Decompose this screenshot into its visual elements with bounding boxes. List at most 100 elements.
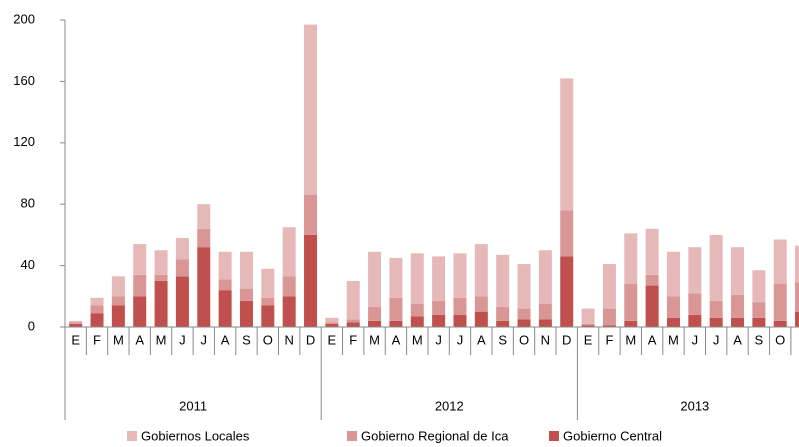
bar-segment <box>90 305 104 314</box>
bar-segment <box>346 319 360 323</box>
bar-segment <box>517 319 531 327</box>
bar-segment <box>581 323 595 326</box>
x-tick-label: M <box>113 332 124 347</box>
bar-segment <box>175 259 189 277</box>
bar-segment <box>133 274 147 297</box>
bar-segment <box>517 308 531 320</box>
x-tick-label: E <box>584 332 593 347</box>
bar-segment <box>304 194 318 235</box>
bar-segment <box>261 268 275 298</box>
x-tick-label: F <box>349 332 357 347</box>
x-tick-label: M <box>668 332 679 347</box>
bar-segment <box>368 320 382 327</box>
bar-segment <box>389 257 403 298</box>
x-tick-label: S <box>755 332 764 347</box>
bar-segment <box>666 251 680 297</box>
x-tick-label: M <box>625 332 636 347</box>
x-tick-label: E <box>328 332 337 347</box>
group-label: 2012 <box>435 398 464 413</box>
legend-swatch <box>549 431 559 441</box>
bar-segment <box>410 316 424 327</box>
bar-segment <box>752 270 766 303</box>
y-tick-label: 80 <box>21 196 35 211</box>
x-tick-label: A <box>221 332 230 347</box>
bar-segment <box>69 320 83 323</box>
bar-segment <box>154 274 168 281</box>
bar-segment <box>432 256 446 301</box>
bar-segment <box>560 210 574 257</box>
bar-segment <box>795 311 799 327</box>
bar-segment <box>282 276 296 297</box>
bar-segment <box>304 234 318 327</box>
bar-segment <box>304 24 318 195</box>
bar-segment <box>432 314 446 327</box>
bar-segment <box>197 228 211 248</box>
bar-segment <box>795 282 799 312</box>
bar-segment <box>602 308 616 326</box>
bar-segment <box>90 313 104 327</box>
x-tick-label: J <box>713 332 720 347</box>
bar-segment <box>602 264 616 309</box>
legend-swatch <box>127 431 137 441</box>
bar-segment <box>453 297 467 315</box>
bar-segment <box>709 317 723 327</box>
bar-segment <box>368 307 382 321</box>
bar-segment <box>795 245 799 283</box>
bar-segment <box>731 317 745 327</box>
bar-segment <box>111 296 125 306</box>
bar-segment <box>645 274 659 286</box>
bar-segment <box>410 253 424 304</box>
bar-segment <box>688 293 702 315</box>
x-tick-label: S <box>498 332 507 347</box>
bar-segment <box>581 308 595 324</box>
bar-segment <box>752 302 766 318</box>
x-tick-label: J <box>179 332 186 347</box>
bar-segment <box>624 284 638 321</box>
y-tick-label: 200 <box>13 11 35 26</box>
bar-segment <box>538 250 552 304</box>
bar-segment <box>346 280 360 320</box>
x-tick-label: J <box>201 332 208 347</box>
x-tick-label: F <box>605 332 613 347</box>
x-tick-label: O <box>263 332 273 347</box>
x-tick-label: M <box>156 332 167 347</box>
bar-segment <box>239 251 253 289</box>
bar-segment <box>154 280 168 327</box>
y-tick-label: 160 <box>13 73 35 88</box>
bar-segment <box>368 251 382 308</box>
bar-segment <box>731 294 745 318</box>
bar-segment <box>752 317 766 327</box>
bar-segment <box>474 244 488 297</box>
bar-segment <box>709 300 723 318</box>
x-tick-label: A <box>733 332 742 347</box>
group-label: 2011 <box>179 398 207 413</box>
x-tick-label: D <box>562 332 571 347</box>
bar-segment <box>111 305 125 327</box>
bar-segment <box>261 305 275 327</box>
bar-segment <box>538 303 552 320</box>
bar-segment <box>517 264 531 309</box>
bar-segment <box>197 204 211 229</box>
x-tick-label: N <box>541 332 550 347</box>
x-tick-label: J <box>692 332 699 347</box>
bar-segment <box>218 251 232 280</box>
bar-segment <box>218 279 232 291</box>
x-tick-label: E <box>71 332 80 347</box>
bar-segment <box>496 307 510 321</box>
bar-segment <box>175 276 189 327</box>
bar-segment <box>538 319 552 327</box>
x-tick-label: A <box>392 332 401 347</box>
bar-segment <box>496 320 510 327</box>
x-tick-label: A <box>477 332 486 347</box>
bar-segment <box>560 78 574 211</box>
x-tick-label: M <box>412 332 423 347</box>
x-tick-label: N <box>284 332 293 347</box>
x-tick-label: O <box>775 332 785 347</box>
bar-segment <box>581 325 595 327</box>
y-tick-label: 40 <box>21 257 35 272</box>
bar-segment <box>432 300 446 315</box>
x-tick-label: A <box>648 332 657 347</box>
bar-segment <box>624 320 638 327</box>
x-tick-label: F <box>93 332 101 347</box>
